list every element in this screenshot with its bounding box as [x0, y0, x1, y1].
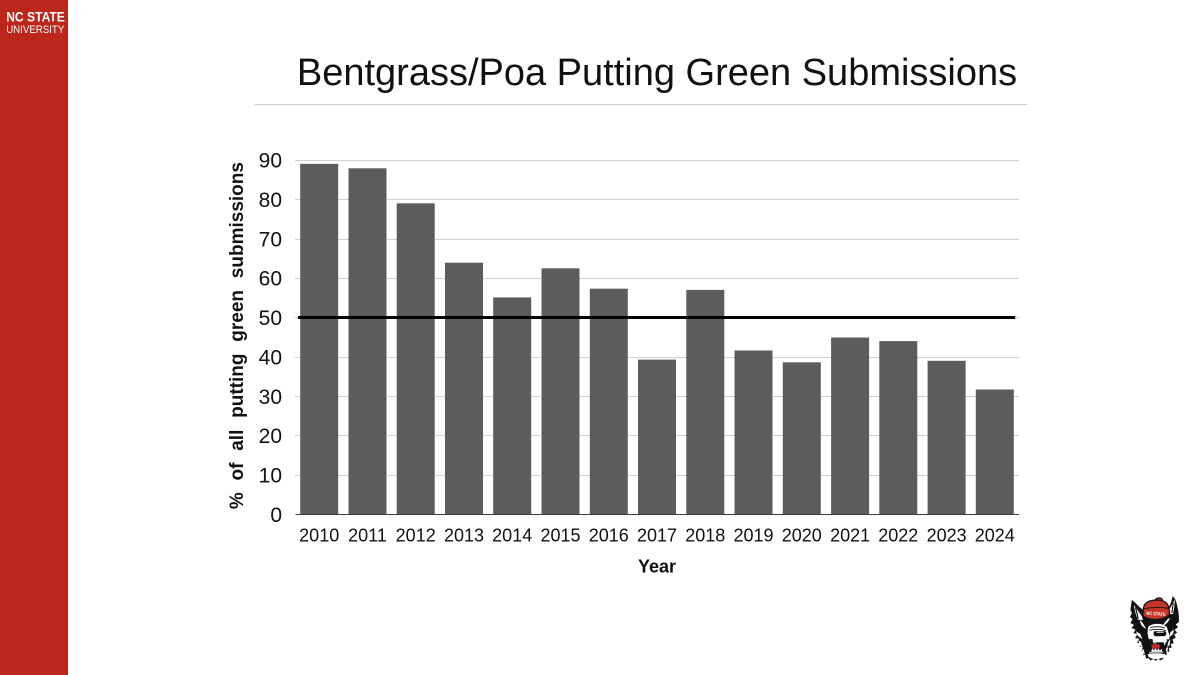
svg-text:2019: 2019: [733, 526, 773, 546]
svg-text:2018: 2018: [685, 526, 725, 546]
svg-text:2024: 2024: [975, 526, 1015, 546]
svg-text:80: 80: [259, 189, 282, 212]
svg-text:2012: 2012: [396, 526, 436, 546]
svg-text:UNIVERSITY: UNIVERSITY: [6, 25, 64, 37]
svg-text:2015: 2015: [540, 526, 580, 546]
svg-text:2021: 2021: [830, 526, 870, 546]
svg-text:2022: 2022: [878, 526, 918, 546]
svg-text:2016: 2016: [589, 526, 629, 546]
svg-text:NC STATE: NC STATE: [1146, 610, 1165, 617]
svg-text:2013: 2013: [444, 526, 484, 546]
svg-text:2010: 2010: [299, 526, 339, 546]
svg-text:0: 0: [270, 504, 282, 527]
svg-text:50: 50: [259, 307, 282, 330]
svg-text:30: 30: [259, 386, 282, 409]
svg-text:NC STATE: NC STATE: [6, 9, 65, 25]
svg-text:Year: Year: [638, 556, 676, 576]
svg-text:10: 10: [259, 465, 282, 488]
svg-text:60: 60: [259, 268, 282, 291]
svg-text:2011: 2011: [348, 526, 387, 546]
svg-text:2020: 2020: [782, 526, 822, 546]
svg-text:70: 70: [259, 228, 282, 251]
svg-text:Bentgrass/Poa Putting Green Su: Bentgrass/Poa Putting Green Submissions: [297, 52, 1017, 94]
svg-text:20: 20: [259, 425, 282, 448]
svg-text:% of all putting green submiss: % of all putting green submissions: [227, 162, 248, 509]
svg-text:90: 90: [259, 150, 282, 173]
svg-text:2014: 2014: [492, 526, 532, 546]
svg-text:2017: 2017: [637, 526, 677, 546]
svg-text:2023: 2023: [927, 526, 967, 546]
svg-text:40: 40: [259, 347, 282, 370]
